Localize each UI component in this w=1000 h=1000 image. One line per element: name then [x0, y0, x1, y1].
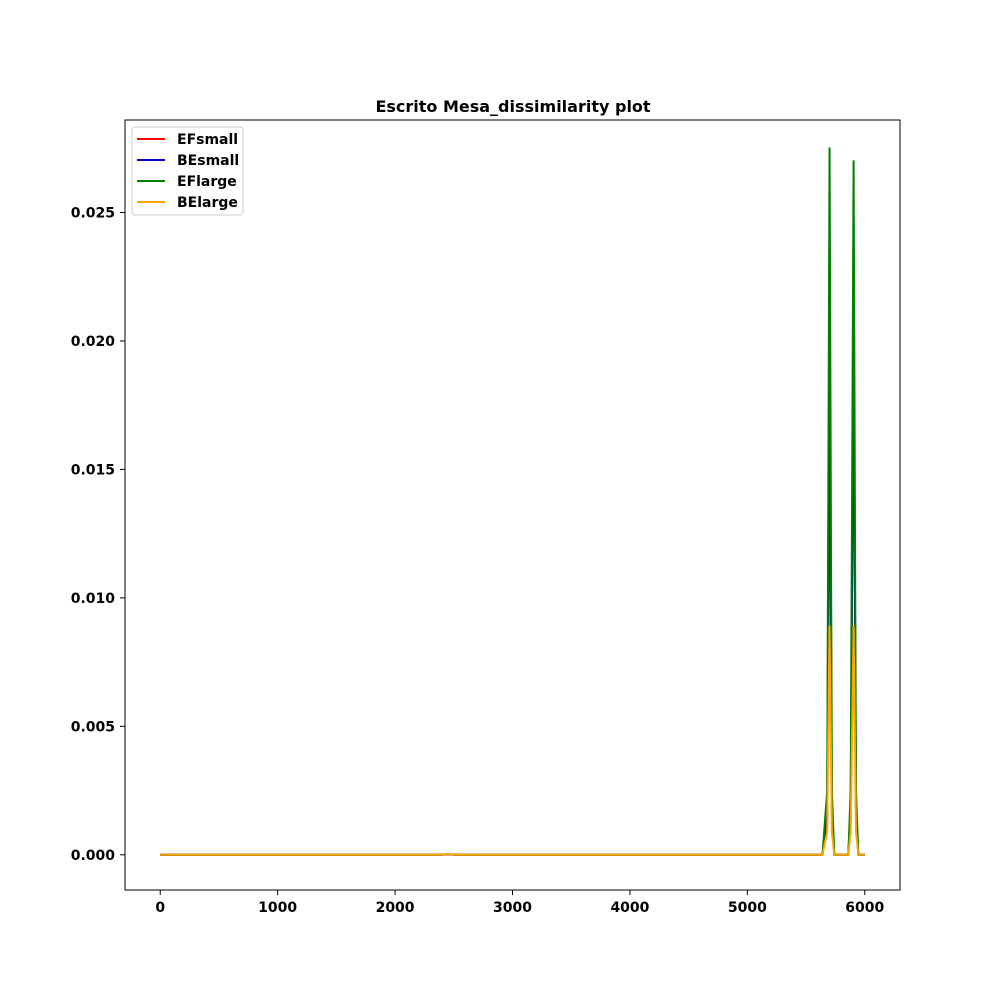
legend-box: [131, 126, 244, 216]
series-line-efsmall: [160, 327, 865, 856]
axes-frame: [124, 119, 901, 891]
series-line-besmall: [160, 327, 865, 856]
x-tick-label: 6000: [845, 900, 884, 916]
legend-label: BEsmall: [177, 153, 239, 169]
y-tick-label: 0.005: [71, 719, 115, 735]
legend-label: BElarge: [177, 195, 238, 211]
y-tick-label: 0.010: [71, 591, 116, 607]
y-tick-label: 0.015: [71, 462, 115, 478]
legend-label: EFsmall: [177, 132, 238, 148]
x-axis: 0 1000 2000 3000 4000 5000 6000: [155, 890, 885, 916]
legend-label: EFlarge: [177, 174, 237, 190]
x-tick-label: 5000: [728, 900, 767, 916]
legend: EFsmall BEsmall EFlarge BElarge: [131, 126, 244, 216]
y-axis: 0.000 0.005 0.010 0.015 0.020 0.025: [71, 205, 125, 864]
plot-area: [160, 147, 865, 856]
series-line-belarge: [160, 625, 865, 856]
x-tick-label: 3000: [493, 900, 532, 916]
x-tick-label: 2000: [376, 900, 415, 916]
y-tick-label: 0.025: [71, 205, 115, 221]
y-tick-label: 0.000: [71, 848, 116, 864]
y-tick-label: 0.020: [71, 334, 116, 350]
x-tick-label: 0: [155, 900, 165, 916]
x-tick-label: 4000: [610, 900, 649, 916]
series-line-eflarge: [160, 147, 865, 856]
x-tick-label: 1000: [258, 900, 297, 916]
chart-title: Escrito Mesa_dissimilarity plot: [375, 97, 650, 116]
